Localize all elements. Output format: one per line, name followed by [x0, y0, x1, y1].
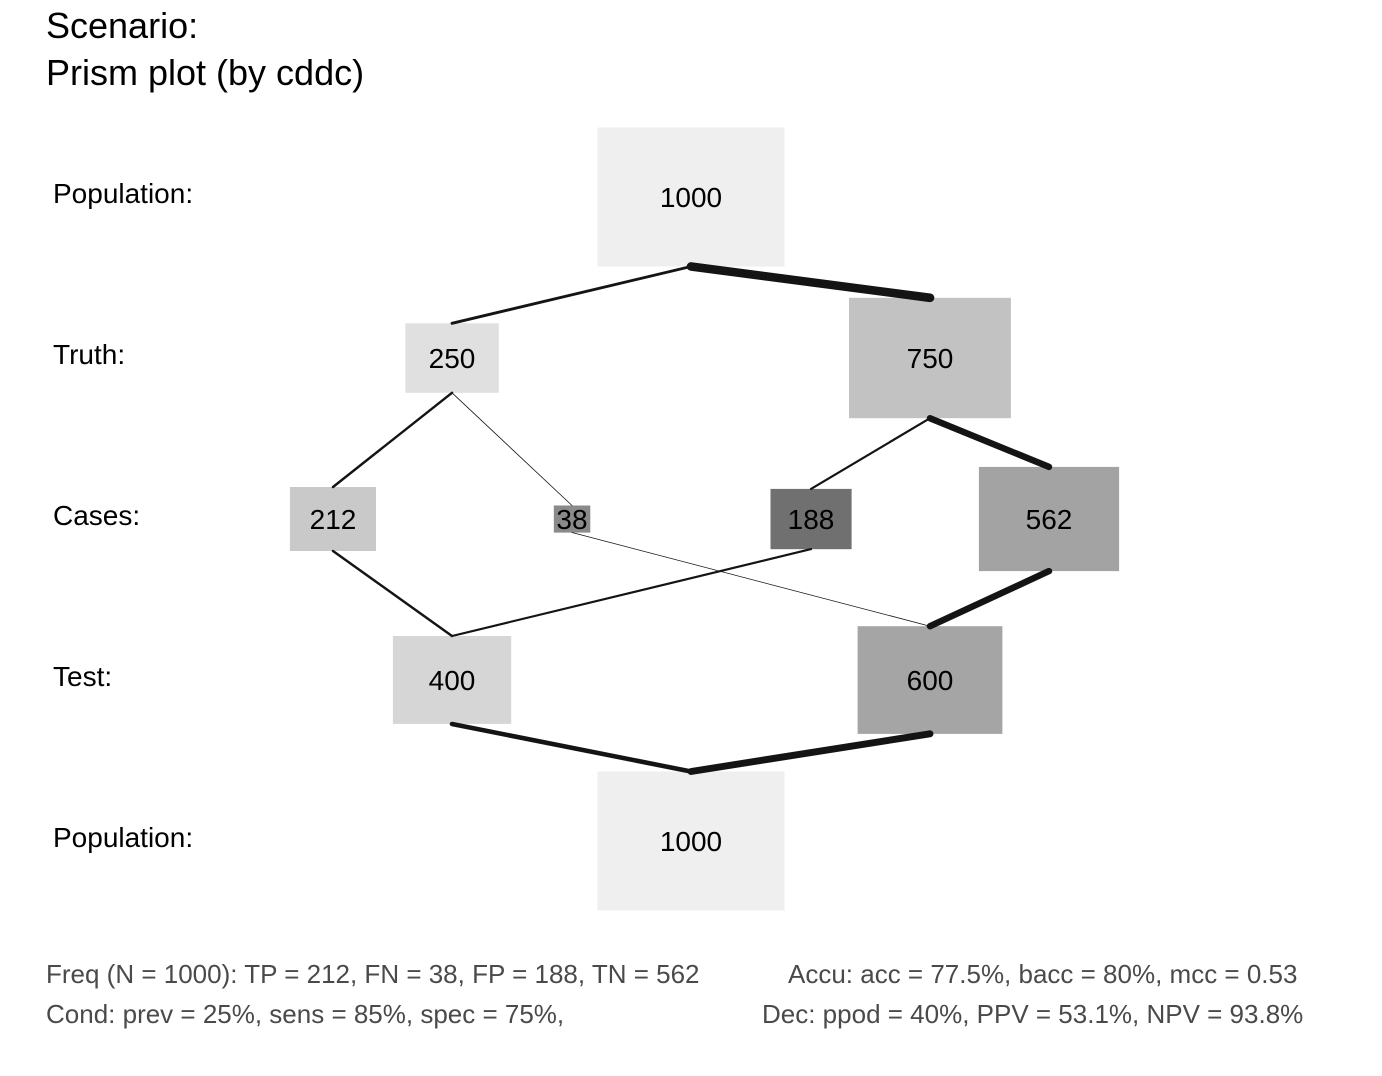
footer-freq: Freq (N = 1000): TP = 212, FN = 38, FP =… — [46, 959, 700, 989]
node-boxes — [289, 127, 1120, 911]
edge-cond-true-to-tp — [331, 391, 454, 489]
footer-accu: Accu: acc = 77.5%, bacc = 80%, mcc = 0.5… — [788, 959, 1297, 989]
edge-dec-neg-to-population-bottom — [687, 730, 934, 775]
node-label-population-bottom: 1000 — [660, 826, 722, 857]
node-label-tp: 212 — [310, 504, 357, 535]
node-box-cond-false — [849, 297, 1011, 419]
node-box-cond-true — [405, 323, 499, 393]
node-label-fp: 188 — [788, 504, 835, 535]
node-box-dec-neg — [857, 626, 1003, 734]
edge-cond-false-to-fp — [809, 417, 932, 490]
node-label-tn: 562 — [1026, 504, 1073, 535]
node-edges — [331, 262, 1053, 775]
edge-population-top-to-cond-true — [450, 265, 693, 325]
node-label-cond-false: 750 — [907, 343, 954, 374]
row-label-test: Test: — [53, 661, 112, 692]
row-label-population-top: Population: — [53, 178, 193, 209]
footer-dec: Dec: ppod = 40%, PPV = 53.1%, NPV = 93.8… — [762, 999, 1303, 1029]
node-box-fp — [770, 488, 852, 550]
edge-fn-to-dec-neg — [571, 532, 931, 627]
node-label-dec-neg: 600 — [907, 665, 954, 696]
edge-population-top-to-cond-false — [686, 262, 935, 303]
node-box-fn — [553, 505, 591, 533]
node-box-population-bottom — [597, 771, 785, 911]
node-label-dec-pos: 400 — [429, 665, 476, 696]
edge-cond-true-to-fn — [451, 392, 573, 506]
footer-cond: Cond: prev = 25%, sens = 85%, spec = 75%… — [46, 999, 564, 1029]
node-box-population-top — [597, 127, 785, 267]
node-box-dec-pos — [392, 636, 512, 724]
node-label-fn: 38 — [556, 504, 587, 535]
node-box-tn — [978, 466, 1120, 572]
edge-cond-false-to-tn — [926, 414, 1053, 471]
node-label-population-top: 1000 — [660, 182, 722, 213]
node-box-tp — [289, 487, 376, 551]
node-labels: 1000 250 750 212 38 188 562 400 600 1000 — [310, 182, 1073, 857]
row-label-population-bottom: Population: — [53, 822, 193, 853]
edge-tp-to-dec-pos — [331, 549, 454, 638]
edge-fp-to-dec-pos — [450, 548, 813, 638]
edge-dec-pos-to-population-bottom — [449, 721, 694, 774]
edge-tn-to-dec-neg — [926, 567, 1053, 630]
row-label-cases: Cases: — [53, 500, 140, 531]
row-label-truth: Truth: — [53, 339, 125, 370]
node-label-cond-true: 250 — [429, 343, 476, 374]
plot-title-line-1: Scenario: — [46, 5, 198, 46]
plot-title-line-2: Prism plot (by cddc) — [46, 52, 364, 93]
